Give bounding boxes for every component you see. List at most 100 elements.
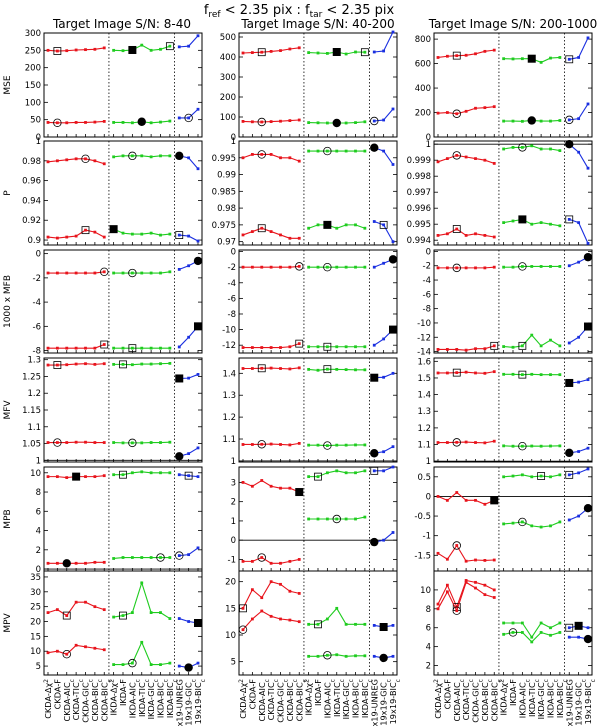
best-circle-marker [370, 143, 379, 152]
data-point [112, 346, 116, 350]
data-point [168, 556, 172, 559]
data-point [511, 621, 515, 625]
data-point [382, 375, 386, 379]
panel-mpb-col0: 0 2 4 6 8 10 MPB [3, 466, 203, 575]
data-point [46, 561, 50, 565]
data-point [279, 49, 282, 52]
y-tick-label: -8 [33, 347, 41, 357]
x-tick-label: IKDA-Δχ2 [303, 679, 314, 716]
data-point [549, 444, 552, 448]
data-point [102, 441, 106, 444]
data-point [530, 372, 534, 376]
series-line [374, 31, 394, 53]
y-tick-label: -4 [228, 279, 236, 289]
data-point [112, 121, 116, 124]
data-point [335, 469, 339, 473]
y-tick-label: 8 [36, 488, 41, 498]
data-point [382, 337, 386, 341]
data-point [93, 441, 97, 444]
data-point [511, 345, 515, 349]
y-tick-label: -6 [33, 322, 41, 332]
series-circle [238, 609, 395, 663]
data-point [464, 53, 468, 57]
data-point [288, 156, 292, 160]
data-point [464, 109, 468, 113]
y-tick-label: 1.3 [417, 407, 431, 417]
data-point [445, 157, 449, 160]
data-point [363, 443, 367, 447]
data-point [279, 443, 282, 446]
open-square-marker [323, 365, 332, 374]
data-point [382, 49, 386, 53]
data-point [74, 561, 78, 565]
x-tick-label: CKDA-BICc [489, 679, 503, 721]
data-point [502, 57, 506, 61]
y-tick-label: -10 [222, 326, 236, 336]
panel-mse-col1: 0 100 200 300 400 500 [220, 30, 398, 143]
x-tick-label: 19x19-GICc [379, 679, 393, 726]
data-point [530, 265, 534, 268]
data-point [530, 222, 534, 226]
data-point [260, 609, 264, 613]
data-point [586, 467, 590, 471]
y-tick-label: 0.996 [407, 204, 431, 214]
data-point [55, 346, 59, 350]
data-point [102, 560, 106, 564]
data-point [511, 146, 515, 149]
data-point [187, 620, 191, 623]
x-tick-label: CKDA-Δχ2 [238, 679, 249, 719]
data-point [363, 149, 367, 153]
data-point [307, 475, 311, 479]
open-square-marker [537, 472, 546, 480]
x-tick-label: IKDA-GICc [536, 679, 550, 719]
data-point [279, 582, 282, 586]
data-point [196, 239, 200, 243]
data-point [335, 226, 339, 230]
data-point [445, 441, 449, 444]
best-square-marker [518, 215, 527, 224]
data-point [335, 367, 339, 371]
data-point [93, 605, 97, 609]
data-point [539, 444, 543, 448]
data-point [391, 107, 395, 111]
open-circle-marker [518, 517, 527, 527]
series-circle [436, 102, 590, 125]
data-point [558, 520, 562, 524]
best-square-marker [128, 45, 137, 54]
data-point [93, 346, 97, 350]
data-point [577, 221, 581, 224]
y-tick-label: 5 [231, 658, 236, 668]
x-tick-label: IKDA-AICc [517, 679, 531, 718]
data-point [159, 271, 162, 275]
series-square [241, 220, 395, 244]
data-point [297, 620, 301, 624]
y-tick-label: 1.2 [222, 413, 236, 423]
data-point [316, 622, 320, 626]
data-point [445, 590, 449, 594]
x-tick-label: IKDA-F [313, 679, 323, 706]
y-tick-label: 100 [220, 113, 236, 123]
data-point [474, 558, 477, 562]
data-point [335, 517, 339, 521]
data-point [445, 232, 449, 236]
data-point [335, 149, 339, 153]
data-point [130, 271, 134, 275]
data-point [483, 441, 487, 445]
data-point [140, 640, 144, 644]
x-tick-label: 19x19-UNREG [369, 679, 379, 726]
data-point [520, 57, 524, 61]
data-point [84, 645, 87, 649]
series-line [308, 607, 365, 625]
data-point [269, 442, 273, 446]
data-point [46, 363, 50, 367]
data-point [530, 444, 534, 448]
panel-mpv-col0: 5 10 15 20 25 30 35 MPV [3, 570, 203, 676]
data-point [130, 661, 134, 665]
y-tick-label: 1.25 [22, 372, 41, 382]
data-point [112, 441, 116, 444]
data-point [269, 484, 273, 488]
open-square-marker [53, 47, 62, 55]
data-point [159, 663, 162, 666]
data-point [260, 226, 264, 230]
open-circle-marker [565, 115, 574, 125]
